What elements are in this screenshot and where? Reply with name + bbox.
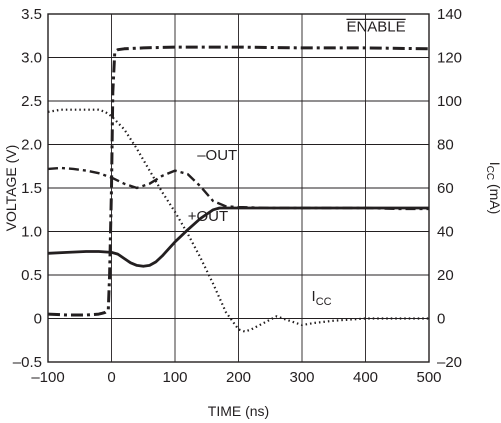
y-left-tick-label: 3.5 (21, 6, 42, 23)
series-line-enable (47, 45, 430, 317)
y-left-tick-label: 1.5 (21, 180, 42, 197)
y-left-tick-label: 1.0 (21, 224, 42, 241)
y-left-tick-labels: –0.5 0 0.5 1.0 1.5 2.0 2.5 3.0 3.5 (13, 6, 42, 371)
y-left-tick-label: 3.0 (21, 50, 42, 67)
y-right-axis-title-base: I (487, 162, 501, 166)
y-left-axis-title: VOLTAGE (V) (3, 145, 19, 232)
y-left-tick-label: 2.5 (21, 93, 42, 110)
x-tick-labels: –100 0 100 200 300 400 500 (31, 369, 441, 386)
series-line-plus-out (47, 206, 429, 268)
y-right-axis-title: ICC (mA) (484, 162, 501, 215)
icc-label-sub: CC (316, 296, 332, 308)
icc-label-base: I (312, 288, 316, 305)
y-left-tick-label: 0.5 (21, 267, 42, 284)
y-right-axis-title-sub: CC (484, 166, 495, 180)
grid-lines (48, 14, 429, 362)
x-tick-label: 500 (416, 369, 441, 386)
y-right-tick-label: 40 (437, 224, 454, 241)
y-right-tick-label: 20 (437, 267, 454, 284)
x-tick-label: 200 (226, 369, 251, 386)
y-right-tick-label: 140 (437, 6, 462, 23)
y-right-tick-label: –20 (437, 354, 462, 371)
y-right-axis-title-suffix: (mA) (487, 180, 501, 214)
x-tick-label: 0 (107, 369, 115, 386)
minus-out-label: –OUT (197, 147, 237, 164)
x-tick-label: 100 (162, 369, 187, 386)
enable-label: ENABLE (346, 18, 405, 35)
series-lines (47, 45, 430, 333)
x-tick-label: 400 (353, 369, 378, 386)
y-right-tick-labels: –20 0 20 40 60 80 100 120 140 (437, 6, 462, 371)
y-left-tick-label: –0.5 (13, 354, 42, 371)
x-tick-label: 300 (289, 369, 314, 386)
y-right-tick-label: 80 (437, 137, 454, 154)
series-line-minus-out (47, 166, 429, 211)
y-right-tick-label: 100 (437, 93, 462, 110)
y-left-tick-label: 2.0 (21, 137, 42, 154)
x-axis-title: TIME (ns) (208, 403, 269, 419)
plus-out-label: +OUT (188, 208, 228, 225)
icc-label: ICC (312, 288, 332, 308)
y-left-tick-label: 0 (34, 311, 42, 328)
x-tick-label: –100 (31, 369, 64, 386)
y-right-tick-label: 120 (437, 50, 462, 67)
series-line-icc (47, 108, 429, 333)
y-right-tick-label: 60 (437, 180, 454, 197)
y-right-tick-label: 0 (437, 311, 445, 328)
plot-frame (47, 13, 430, 363)
